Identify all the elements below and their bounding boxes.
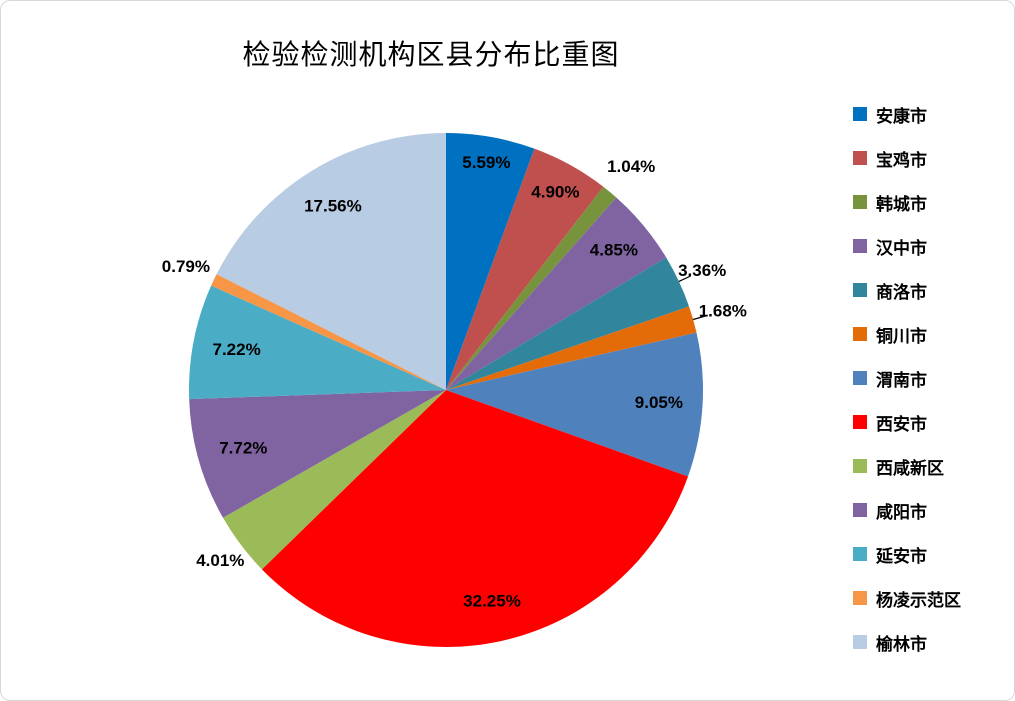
data-label: 0.79% xyxy=(162,257,210,276)
pie-slice-6 xyxy=(446,332,703,477)
legend-item-2: 韩城市 xyxy=(853,192,961,214)
legend-swatch xyxy=(853,107,867,121)
legend-label: 咸阳市 xyxy=(876,502,927,522)
legend-swatch xyxy=(853,459,867,473)
chart-legend: 安康市宝鸡市韩城市汉中市商洛市铜川市渭南市西安市西咸新区咸阳市延安市杨凌示范区榆… xyxy=(853,104,961,654)
legend-label: 汉中市 xyxy=(876,238,927,258)
legend-swatch xyxy=(853,635,867,649)
pie-slice-3 xyxy=(446,197,667,390)
legend-label: 延安市 xyxy=(876,546,927,566)
legend-item-7: 西安市 xyxy=(853,412,961,434)
leader-line xyxy=(692,315,706,321)
legend-swatch xyxy=(853,371,867,385)
legend-label: 铜川市 xyxy=(876,326,927,346)
legend-label: 宝鸡市 xyxy=(876,150,927,170)
legend-item-8: 西咸新区 xyxy=(853,456,961,478)
legend-swatch xyxy=(853,591,867,605)
pie-slice-1 xyxy=(446,148,604,390)
pie-slice-7 xyxy=(261,390,688,647)
legend-swatch xyxy=(853,503,867,517)
legend-item-0: 安康市 xyxy=(853,104,961,126)
legend-label: 韩城市 xyxy=(876,194,927,214)
data-label: 4.85% xyxy=(590,241,638,260)
pie-slice-5 xyxy=(446,306,697,390)
legend-item-11: 杨凌示范区 xyxy=(853,588,961,610)
pie-slice-10 xyxy=(188,285,446,400)
data-label: 17.56% xyxy=(304,197,362,216)
data-label: 7.72% xyxy=(219,438,267,457)
legend-item-5: 铜川市 xyxy=(853,324,961,346)
legend-item-12: 榆林市 xyxy=(853,632,961,654)
legend-swatch xyxy=(853,415,867,429)
legend-label: 榆林市 xyxy=(876,634,927,654)
legend-item-10: 延安市 xyxy=(853,544,961,566)
data-label: 7.22% xyxy=(212,340,260,359)
pie-slice-4 xyxy=(446,257,690,390)
legend-label: 商洛市 xyxy=(876,282,927,302)
legend-swatch xyxy=(853,327,867,341)
legend-swatch xyxy=(853,283,867,297)
data-label: 5.59% xyxy=(462,153,510,172)
legend-label: 西咸新区 xyxy=(876,458,944,478)
leader-line xyxy=(678,275,691,282)
legend-swatch xyxy=(853,547,867,561)
legend-item-4: 商洛市 xyxy=(853,280,961,302)
pie-slice-2 xyxy=(446,186,617,390)
legend-item-3: 汉中市 xyxy=(853,236,961,258)
pie-slice-8 xyxy=(223,390,446,570)
pie-slice-9 xyxy=(189,390,446,518)
legend-label: 安康市 xyxy=(876,106,927,126)
pie-slice-11 xyxy=(211,274,446,390)
legend-label: 西安市 xyxy=(876,414,927,434)
legend-item-1: 宝鸡市 xyxy=(853,148,961,170)
data-label: 3.36% xyxy=(678,261,726,280)
pie-slice-12 xyxy=(216,133,446,390)
chart-title: 检验检测机构区县分布比重图 xyxy=(242,39,620,70)
data-label: 4.90% xyxy=(531,183,579,202)
legend-swatch xyxy=(853,195,867,209)
legend-label: 杨凌示范区 xyxy=(876,590,961,610)
legend-item-6: 渭南市 xyxy=(853,368,961,390)
data-label: 1.04% xyxy=(607,157,655,176)
legend-label: 渭南市 xyxy=(876,370,927,390)
legend-item-9: 咸阳市 xyxy=(853,500,961,522)
legend-swatch xyxy=(853,151,867,165)
legend-swatch xyxy=(853,239,867,253)
data-label: 9.05% xyxy=(635,393,683,412)
data-label: 1.68% xyxy=(699,302,747,321)
data-label: 32.25% xyxy=(463,591,521,610)
data-label: 4.01% xyxy=(196,551,244,570)
pie-slice-0 xyxy=(446,133,535,390)
